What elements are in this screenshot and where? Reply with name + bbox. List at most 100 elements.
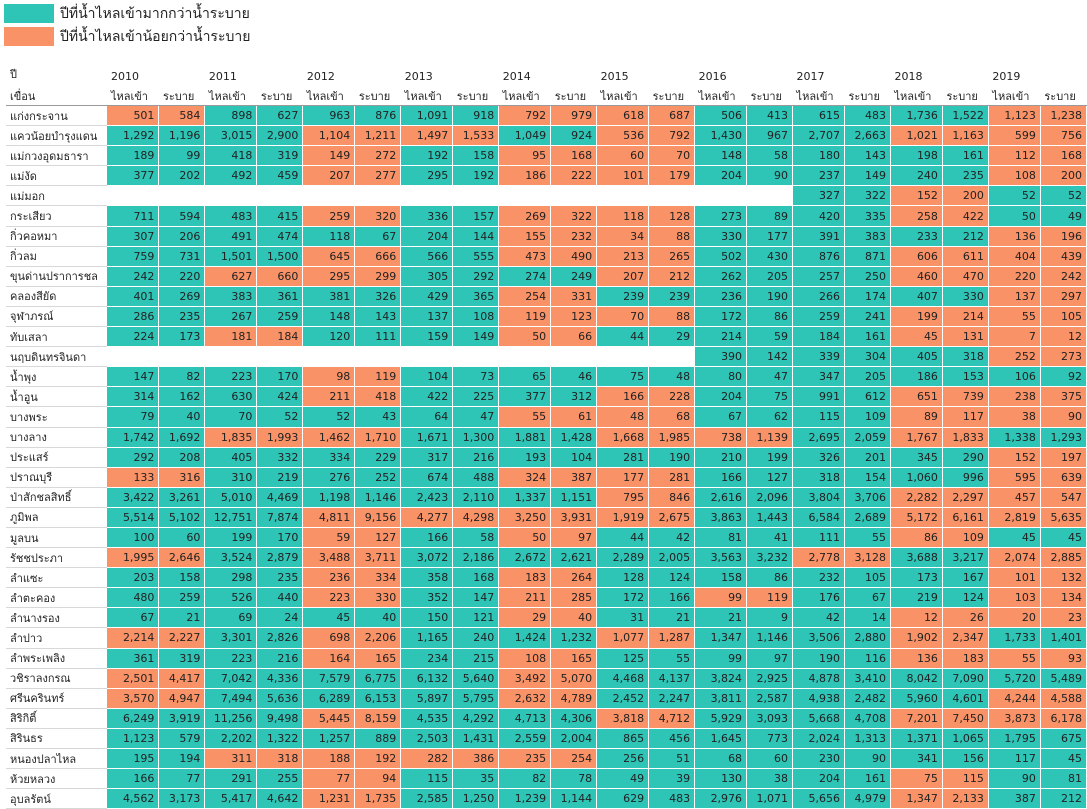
release-cell: 639 xyxy=(1040,467,1087,488)
inflow-cell: 5,960 xyxy=(890,688,943,709)
release-cell: 687 xyxy=(648,105,696,127)
inflow-cell: 2,503 xyxy=(400,728,454,750)
dam-name: มูลบน xyxy=(6,527,107,549)
inflow-cell: 1,091 xyxy=(400,105,454,127)
release-cell: 255 xyxy=(256,768,304,790)
release-cell: 192 xyxy=(354,748,402,770)
release-cell: 470 xyxy=(942,266,989,287)
release-cell: 190 xyxy=(648,447,696,468)
release-cell: 4,601 xyxy=(942,688,989,709)
inflow-cell: 136 xyxy=(988,226,1041,247)
inflow-cell: 80 xyxy=(694,366,748,388)
inflow-cell: 483 xyxy=(204,205,258,227)
inflow-cell: 223 xyxy=(204,366,258,388)
inflow-cell: 381 xyxy=(302,286,356,307)
release-cell: 4,298 xyxy=(452,507,500,528)
release-cell: 73 xyxy=(452,366,500,388)
release-cell: 196 xyxy=(1040,226,1087,247)
release-cell: 2,110 xyxy=(452,487,500,508)
inflow-cell: 876 xyxy=(792,246,845,267)
release-cell: 239 xyxy=(648,286,696,307)
release-cell: 173 xyxy=(158,326,206,348)
release-cell: 1,401 xyxy=(1040,627,1087,649)
release-cell: 1,833 xyxy=(942,427,989,448)
inflow-cell: 1,919 xyxy=(596,507,650,528)
inflow-cell: 213 xyxy=(596,246,650,267)
inflow-cell: 38 xyxy=(988,406,1041,428)
table-row: ประแสร์ 292 208 405 332 334 229 317 216 193 104 281… xyxy=(6,447,1087,468)
inflow-cell: 387 xyxy=(988,788,1041,809)
inflow-cell: 795 xyxy=(596,487,650,508)
release-cell: 128 xyxy=(648,205,696,227)
header-year-row: ปี 2010 2011 2012 2013 2014 2015 2016 2017 2018 20… xyxy=(6,64,1087,83)
release-cell: 228 xyxy=(648,386,696,408)
inflow-cell: 3,570 xyxy=(106,688,160,709)
release-cell: 92 xyxy=(1040,366,1087,388)
inflow-cell: 149 xyxy=(302,145,356,167)
release-cell: 170 xyxy=(256,527,304,549)
inflow-cell: 180 xyxy=(792,145,845,167)
inflow-cell: 1,338 xyxy=(988,427,1041,448)
inflow-cell: 506 xyxy=(694,105,748,127)
release-cell: 365 xyxy=(452,286,500,307)
release-cell: 2,227 xyxy=(158,627,206,649)
release-cell: 58 xyxy=(746,145,794,167)
dam-name: ลำพระเพลิง xyxy=(6,648,107,669)
release-cell: 156 xyxy=(942,748,989,770)
inflow-cell: 1,995 xyxy=(106,547,160,569)
inflow-cell: 630 xyxy=(204,386,258,408)
release-cell: 127 xyxy=(746,467,794,488)
release-cell: 1,993 xyxy=(256,427,304,448)
inflow-cell: 1,736 xyxy=(890,105,943,127)
inflow-cell: 629 xyxy=(596,788,650,809)
release-cell: 5,489 xyxy=(1040,668,1087,689)
release-cell: 4,789 xyxy=(550,688,598,709)
release-cell: 4,712 xyxy=(648,708,696,729)
inflow-cell: 1,337 xyxy=(498,487,552,508)
inflow-header: ไหลเข้า xyxy=(498,83,551,106)
release-header: ระบาย xyxy=(256,83,303,106)
inflow-cell: 193 xyxy=(498,447,552,468)
inflow-cell: 1,645 xyxy=(694,728,748,750)
release-cell: 177 xyxy=(746,226,794,247)
inflow-cell: 166 xyxy=(400,527,454,549)
heatmap-table: ปี 2010 2011 2012 2013 2014 2015 2016 2017 2018 20… xyxy=(6,64,1087,809)
release-cell: 6,153 xyxy=(354,688,402,709)
release-cell: 318 xyxy=(256,748,304,770)
dam-name: ลำตะคอง xyxy=(6,587,107,609)
inflow-cell: 100 xyxy=(106,527,160,549)
release-cell: 240 xyxy=(452,627,500,649)
release-cell: 2,900 xyxy=(256,125,304,147)
inflow-cell: 298 xyxy=(204,567,258,589)
release-header: ระบาย xyxy=(844,83,891,106)
release-cell: 876 xyxy=(354,105,402,127)
inflow-cell: 256 xyxy=(596,748,650,770)
inflow-cell: 115 xyxy=(400,768,454,790)
release-cell: 134 xyxy=(1040,587,1087,609)
release-cell: 967 xyxy=(746,125,794,147)
inflow-cell: 5,445 xyxy=(302,708,356,729)
release-cell: 132 xyxy=(1040,567,1087,589)
release-cell: 208 xyxy=(158,447,206,468)
release-cell: 220 xyxy=(158,266,206,287)
release-cell: 192 xyxy=(452,165,500,187)
inflow-cell: 181 xyxy=(204,326,258,348)
release-cell: 45 xyxy=(1040,527,1087,549)
release-cell: 579 xyxy=(158,728,206,750)
inflow-cell: 502 xyxy=(694,246,748,267)
release-cell: 222 xyxy=(550,165,598,187)
dam-name: น้ำพุง xyxy=(6,366,107,388)
inflow-cell: 480 xyxy=(106,587,160,609)
inflow-cell: 198 xyxy=(890,145,943,167)
release-cell: 1,071 xyxy=(746,788,794,809)
inflow-cell: 50 xyxy=(988,205,1041,227)
release-cell: 225 xyxy=(452,386,500,408)
release-cell: 212 xyxy=(648,266,696,287)
inflow-cell: 1,501 xyxy=(204,246,258,267)
release-cell: 52 xyxy=(256,406,304,428)
inflow-cell: 377 xyxy=(106,165,160,187)
release-cell: 158 xyxy=(452,145,500,167)
release-cell: 183 xyxy=(942,648,989,669)
inflow-cell: 491 xyxy=(204,226,258,247)
release-cell: 216 xyxy=(256,648,304,669)
